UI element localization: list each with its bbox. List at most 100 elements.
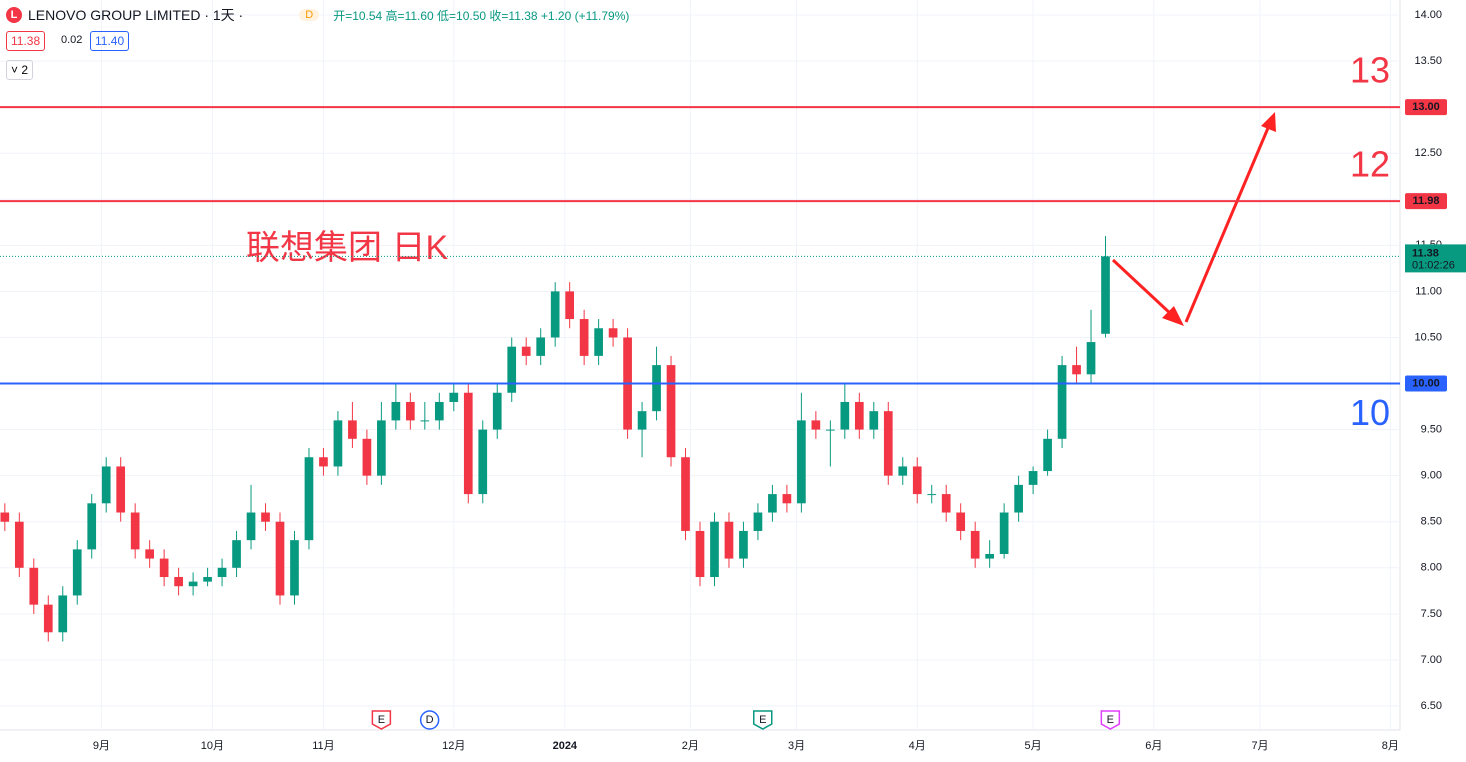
symbol[interactable]: LENOVO GROUP LIMITED · 1天 · (28, 7, 244, 23)
event-label: D (426, 714, 434, 726)
y-tick-label: 13.50 (1414, 55, 1442, 67)
candle-body (869, 411, 879, 430)
level-label: 13.00 (1412, 101, 1440, 113)
y-tick-label: 11.00 (1415, 285, 1442, 297)
candle-body (275, 521, 285, 596)
candle-body (565, 291, 574, 320)
y-tick-label: 14.00 (1414, 9, 1442, 21)
candle-body (362, 438, 372, 476)
candle-body (217, 567, 227, 578)
candle-body (999, 512, 1009, 554)
x-tick-label: 2024 (553, 740, 578, 752)
candle-body (391, 401, 401, 421)
candle-body (290, 540, 299, 596)
candle-body (1086, 342, 1096, 375)
candle-body (304, 457, 314, 541)
last-price-bg (1405, 244, 1466, 273)
y-tick-label: 7.50 (1421, 608, 1442, 620)
y-tick-label: 9.50 (1421, 424, 1442, 436)
candle-body (521, 346, 531, 356)
candle-body (782, 494, 792, 504)
x-tick-label: 5月 (1025, 740, 1042, 752)
candle-body (478, 429, 488, 495)
candle-body (883, 411, 893, 476)
x-tick-label: 10月 (201, 740, 224, 752)
candle-body (261, 512, 270, 522)
candle-body (420, 420, 430, 422)
y-tick-label: 6.50 (1421, 700, 1442, 712)
symbol-icon: L (6, 7, 22, 23)
y-tick-label: 7.00 (1421, 654, 1442, 666)
candle-body (174, 577, 183, 587)
y-tick-label: 12.50 (1414, 147, 1442, 159)
interval-badge[interactable]: D (299, 9, 320, 21)
candle-body (768, 494, 777, 513)
bid[interactable]: 11.38 (6, 31, 46, 51)
level-note: 13 (1350, 50, 1390, 91)
candle-body (232, 540, 241, 568)
x-tick-label: 8月 (1382, 740, 1399, 752)
x-tick-label: 2月 (682, 740, 699, 752)
candle-body (406, 401, 415, 421)
candle-body (246, 512, 256, 541)
candle-body (927, 494, 937, 496)
y-tick-label: 8.50 (1421, 516, 1442, 528)
level-note: 10 (1350, 392, 1390, 433)
candle-body (739, 530, 748, 559)
event-label: E (378, 714, 385, 726)
x-tick-label: 12月 (442, 740, 465, 752)
event-label: E (759, 714, 766, 726)
candle-body (652, 365, 661, 412)
candle-body (912, 466, 922, 495)
candle-body (985, 553, 994, 559)
candle-body (29, 567, 39, 605)
x-tick-label: 7月 (1251, 740, 1268, 752)
candle-body (840, 401, 850, 430)
candle-body (43, 604, 53, 633)
candle-body (1072, 365, 1081, 375)
level-label-bg (1405, 99, 1447, 116)
candle-body (14, 521, 24, 568)
candle-body (1028, 471, 1038, 485)
event-label: E (1107, 714, 1114, 726)
indicators-toggle[interactable]: ˅ 2 (6, 60, 34, 80)
candle-body (695, 530, 705, 578)
level-label-bg (1405, 193, 1447, 210)
candle-body (87, 503, 97, 550)
candle-body (0, 512, 10, 522)
candle-body (941, 494, 951, 513)
candle-body (463, 392, 473, 495)
x-tick-label: 6月 (1145, 740, 1162, 752)
event-marker (1100, 710, 1121, 730)
candle-body (58, 595, 68, 633)
arrows (1111, 112, 1276, 326)
candle-body (333, 420, 343, 467)
ask[interactable]: 11.40 (90, 31, 130, 51)
candle-body (507, 346, 517, 393)
countdown: 01:02:26 (1412, 259, 1455, 271)
candle-body (826, 429, 835, 431)
candle-body (188, 581, 198, 587)
candle-body (811, 420, 821, 430)
candle-body (970, 530, 980, 559)
x-tick-label: 3月 (788, 740, 805, 752)
event-marker (753, 710, 773, 730)
x-tick-label: 4月 (909, 740, 926, 752)
candle-body (550, 291, 560, 338)
candle-body (797, 420, 806, 504)
level-label: 11.98 (1413, 195, 1440, 207)
symbol-row: L LENOVO GROUP LIMITED · 1天 · D 开=10.54 … (6, 5, 629, 25)
candle-body (898, 466, 908, 476)
candle-body (72, 549, 82, 596)
candle-body (854, 401, 864, 430)
y-tick-label: 9.00 (1421, 470, 1442, 482)
candle-body (681, 457, 690, 531)
candle-body (536, 337, 546, 356)
spread: 0.02 (61, 34, 83, 46)
candle-body (710, 521, 719, 578)
event-marker (419, 710, 440, 730)
candle-body (348, 420, 357, 439)
candle-body (159, 558, 169, 578)
